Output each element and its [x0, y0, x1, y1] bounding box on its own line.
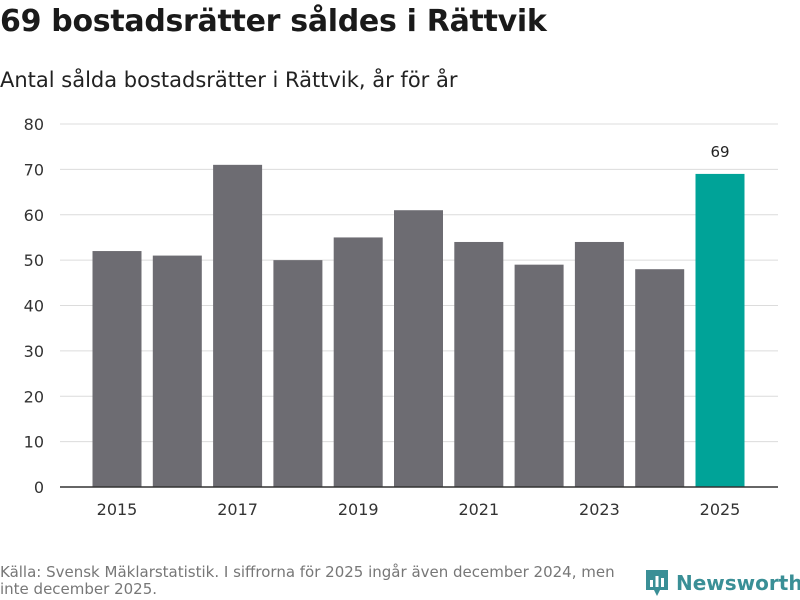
y-tick-label: 40 [24, 297, 44, 316]
brand-name: Newsworthy [676, 571, 800, 595]
bar-2020 [394, 210, 443, 487]
bar-2025 [695, 173, 745, 487]
x-tick-label: 2025 [700, 500, 741, 519]
chart-subtitle: Antal sålda bostadsrätter i Rättvik, år … [0, 68, 458, 92]
x-tick-label: 2017 [217, 500, 258, 519]
y-tick-label: 60 [24, 206, 44, 225]
y-tick-label: 70 [24, 160, 44, 179]
bar-2021 [454, 241, 504, 487]
bar-2018 [273, 260, 323, 487]
bar-chart: 0 10 20 30 40 50 60 70 80 2015 2017 2019 2021 2023 202… [24, 115, 778, 519]
bar-2023 [574, 241, 624, 487]
source-note: Källa: Svensk Mäklarstatistik. I siffror… [0, 563, 615, 598]
bar-2024 [635, 269, 685, 487]
y-tick-label: 80 [24, 115, 44, 134]
x-tick-label: 2023 [579, 500, 620, 519]
bar-2016 [152, 255, 202, 487]
bar-2019 [333, 237, 383, 487]
y-tick-label: 10 [24, 433, 44, 452]
brand-logo: Newsworthy [644, 568, 800, 598]
x-tick-label: 2015 [97, 500, 138, 519]
bar-2015 [92, 251, 142, 487]
bar-2017 [213, 164, 263, 487]
y-tick-label: 20 [24, 387, 44, 406]
y-tick-label: 30 [24, 342, 44, 361]
chart-title: 69 bostadsrätter såldes i Rättvik [0, 4, 547, 39]
y-tick-label: 0 [34, 478, 44, 497]
data-label: 69 [710, 143, 729, 161]
bar-2022 [514, 264, 564, 487]
newsworthy-logo-icon [646, 570, 668, 596]
x-tick-label: 2019 [338, 500, 379, 519]
y-tick-label: 50 [24, 251, 44, 270]
x-tick-label: 2021 [458, 500, 499, 519]
